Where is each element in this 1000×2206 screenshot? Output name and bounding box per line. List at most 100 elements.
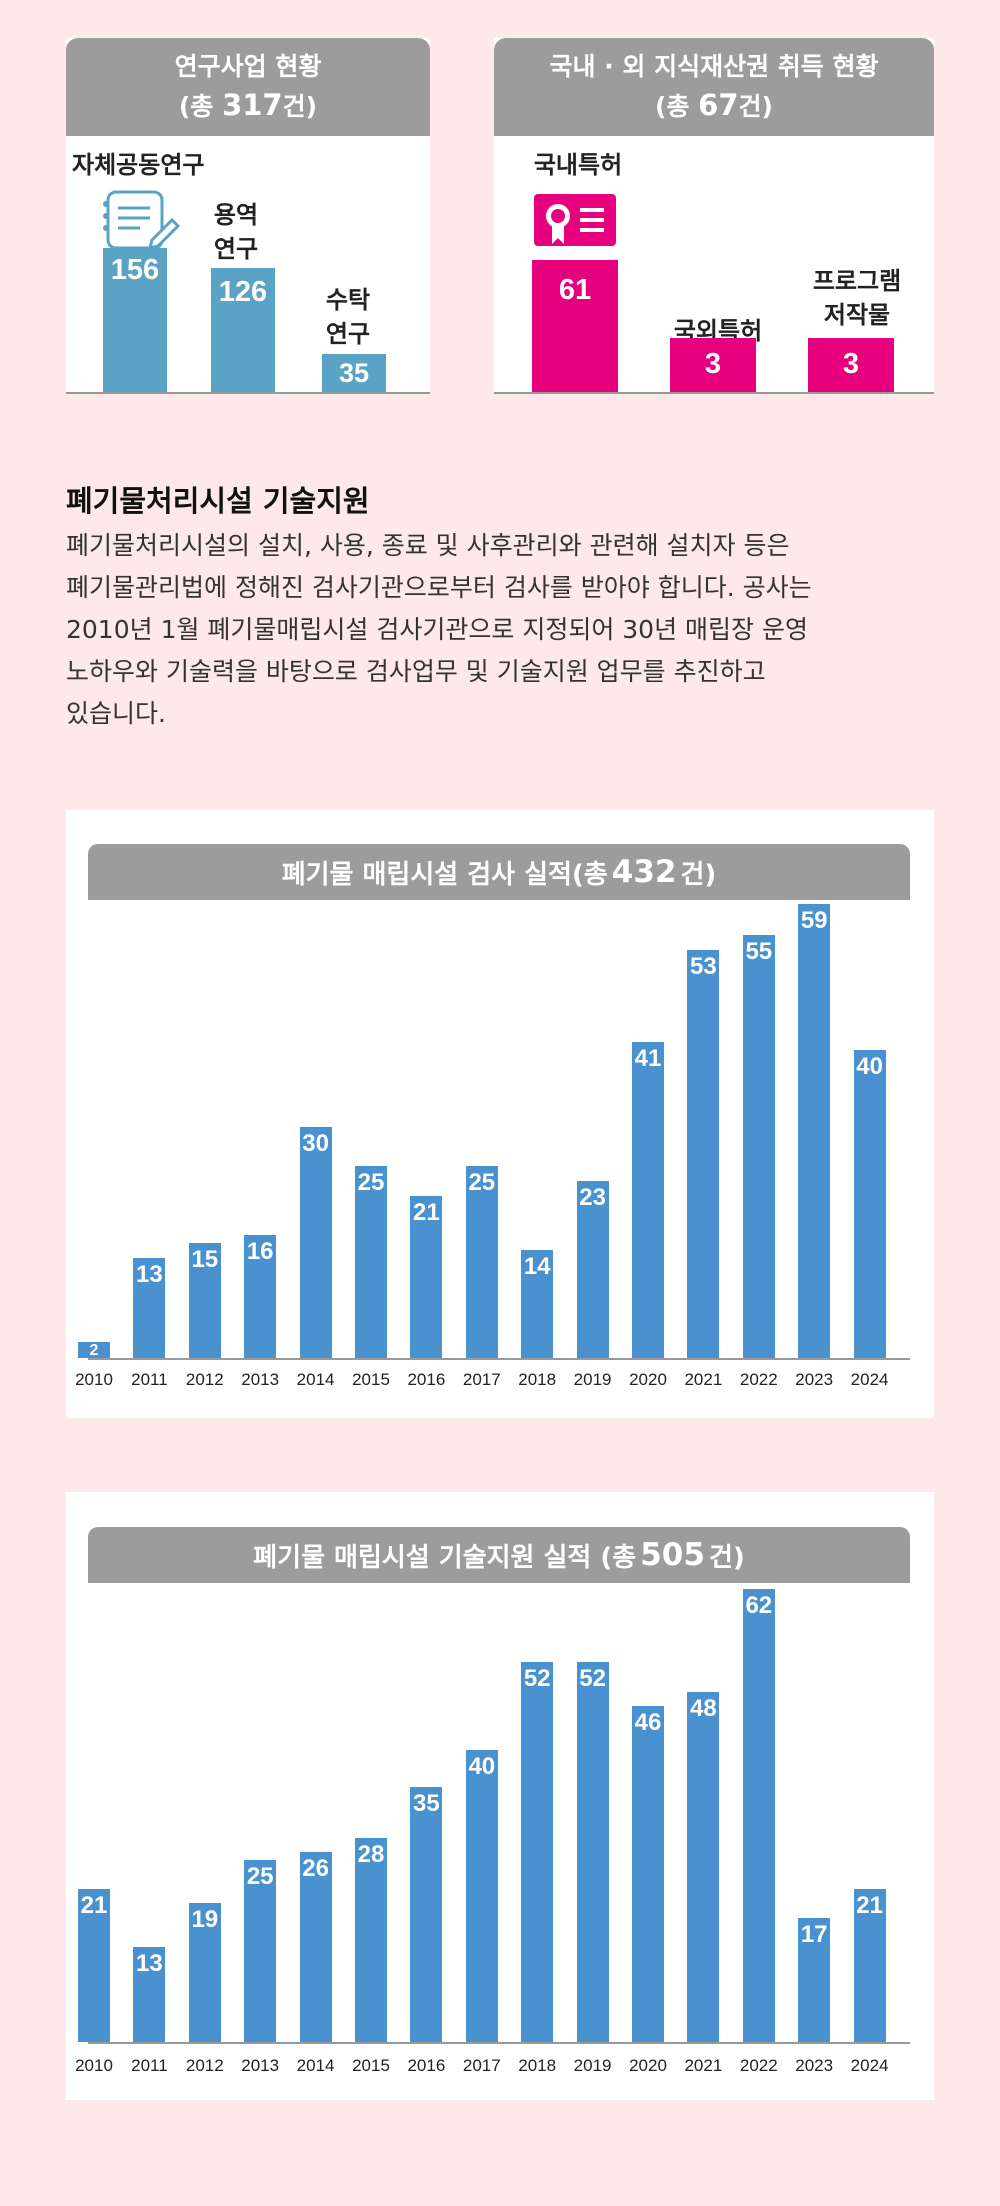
bar-2019: 23 bbox=[576, 1180, 609, 1358]
certificate-icon bbox=[532, 192, 618, 248]
ip-bar-0: 61 bbox=[532, 260, 618, 392]
bar-value-label: 13 bbox=[136, 1260, 163, 1288]
bar-2018: 52 bbox=[521, 1662, 554, 2042]
bar-2023: 59 bbox=[798, 903, 831, 1358]
bar-2013: 16 bbox=[244, 1234, 277, 1358]
bar-value-label: 40 bbox=[856, 1053, 883, 1080]
x-tick-label: 2014 bbox=[296, 2056, 335, 2075]
bar-2020: 41 bbox=[632, 1042, 664, 1358]
research-title: 연구사업 현황 bbox=[174, 52, 322, 81]
section-paragraph: 폐기물처리시설의 설치, 사용, 종료 및 사후관리와 관련해 설치자 등은 폐… bbox=[66, 531, 812, 728]
bar-value-label: 55 bbox=[745, 937, 773, 965]
bar-2010: 21 bbox=[78, 1888, 110, 2042]
ip-title: 국내 · 외 지식재산권 취득 현황 bbox=[549, 52, 879, 81]
x-tick-label: 2013 bbox=[241, 1370, 280, 1389]
ip-panel: 국내 · 외 지식재산권 취득 현황 (총 67건) 국내특허 국외특허 프로그… bbox=[494, 38, 934, 394]
x-tick-label: 2016 bbox=[407, 1370, 446, 1389]
research-label-2: 수탁 연구 bbox=[325, 286, 371, 348]
bar-2016: 35 bbox=[410, 1786, 443, 2042]
bar-2014: 30 bbox=[299, 1127, 332, 1358]
x-tick-label: 2015 bbox=[352, 1370, 390, 1389]
research-bar-2: 35 bbox=[322, 354, 386, 392]
bar-value-label: 53 bbox=[690, 952, 717, 980]
bar-value-label: 46 bbox=[634, 1709, 662, 1737]
x-axis-line bbox=[88, 2042, 910, 2044]
bar-value-label: 25 bbox=[468, 1168, 496, 1196]
bar-value-label: 19 bbox=[191, 1906, 219, 1934]
bar-2023: 17 bbox=[798, 1917, 831, 2042]
x-tick-label: 2017 bbox=[462, 1370, 501, 1389]
x-tick-label: 2021 bbox=[684, 1370, 723, 1389]
x-tick-label: 2019 bbox=[573, 2056, 612, 2075]
bar-value-label: 14 bbox=[523, 1253, 551, 1281]
x-tick-label: 2023 bbox=[795, 1370, 834, 1389]
research-total: (총 317건) bbox=[178, 88, 318, 122]
x-tick-label: 2015 bbox=[352, 2056, 390, 2075]
bar-value-label: 28 bbox=[357, 1840, 385, 1868]
bar-2019: 52 bbox=[576, 1662, 609, 2042]
ip-total: (총 67건) bbox=[655, 88, 773, 122]
x-tick-label: 2017 bbox=[462, 2056, 501, 2075]
x-tick-label: 2022 bbox=[739, 2056, 778, 2075]
bar-value-label: 21 bbox=[413, 1199, 440, 1227]
ip-label-2: 프로그램 저작물 bbox=[812, 267, 902, 329]
x-tick-label: 2024 bbox=[850, 2056, 889, 2075]
bar-value-label: 15 bbox=[191, 1245, 219, 1273]
bar-value-label: 30 bbox=[302, 1130, 329, 1157]
bar-2024: 40 bbox=[853, 1050, 886, 1358]
bar-value-label: 52 bbox=[579, 1665, 606, 1693]
x-tick-label: 2012 bbox=[185, 2056, 224, 2075]
x-tick-label: 2023 bbox=[795, 2056, 834, 2075]
research-panel-header: 연구사업 현황 (총 317건) bbox=[66, 38, 430, 136]
tech-support-chart: 폐기물 매립시설 기술지원 실적 (총 505 건) 21 2010 13 2011 1… bbox=[66, 1492, 934, 2100]
bar-value-label: 23 bbox=[579, 1183, 606, 1211]
bar-value-label: 41 bbox=[634, 1045, 662, 1073]
bar-value-label: 13 bbox=[136, 1950, 163, 1978]
bar-2021: 48 bbox=[687, 1691, 720, 2042]
x-tick-label: 2010 bbox=[75, 2056, 113, 2075]
ip-bar-1: 3 bbox=[670, 338, 756, 392]
research-label-0: 자체공동연구 bbox=[72, 151, 205, 179]
ip-panel-header: 국내 · 외 지식재산권 취득 현황 (총 67건) bbox=[494, 38, 934, 136]
section-title: 폐기물처리시설 기술지원 bbox=[66, 484, 370, 518]
bar-2012: 19 bbox=[188, 1903, 221, 2042]
inspection-chart-title: 폐기물 매립시설 검사 실적(총 432 건) bbox=[88, 844, 910, 900]
x-tick-label: 2016 bbox=[407, 2056, 446, 2075]
x-tick-label: 2018 bbox=[518, 1370, 557, 1389]
bar-2018: 14 bbox=[521, 1250, 554, 1358]
x-tick-label: 2019 bbox=[573, 1370, 612, 1389]
x-tick-label: 2013 bbox=[241, 2056, 280, 2075]
bar-2013: 25 bbox=[244, 1859, 277, 2042]
bar-value-label: 26 bbox=[302, 1855, 329, 1883]
bar-value-label: 40 bbox=[468, 1753, 496, 1780]
x-tick-label: 2018 bbox=[518, 2056, 557, 2075]
x-tick-label: 2010 bbox=[75, 1370, 113, 1389]
bar-2014: 26 bbox=[299, 1852, 332, 2042]
bar-2011: 13 bbox=[133, 1257, 166, 1358]
x-axis-line bbox=[88, 1358, 910, 1360]
bar-value-label: 25 bbox=[246, 1862, 274, 1890]
inspection-chart: 폐기물 매립시설 검사 실적(총 432 건) 2 2010 13 2011 15 201… bbox=[66, 810, 934, 1418]
ip-label-0: 국내특허 bbox=[533, 151, 623, 179]
bar-value-label: 21 bbox=[856, 1891, 883, 1919]
x-tick-label: 2020 bbox=[629, 1370, 667, 1389]
bar-2011: 13 bbox=[133, 1947, 166, 2042]
x-tick-label: 2024 bbox=[850, 1370, 889, 1389]
research-bar-1: 126 bbox=[211, 268, 275, 392]
bar-value-label: 25 bbox=[357, 1168, 385, 1196]
notepad-pen-icon bbox=[102, 188, 182, 252]
research-label-1: 용역 연구 bbox=[213, 201, 259, 263]
ip-bar-2: 3 bbox=[808, 338, 894, 392]
research-bar-0: 156 bbox=[103, 248, 167, 392]
bar-2017: 25 bbox=[465, 1165, 498, 1358]
x-tick-label: 2014 bbox=[296, 1370, 335, 1389]
bar-2022: 55 bbox=[742, 934, 775, 1358]
bar-2016: 21 bbox=[410, 1196, 443, 1358]
bar-value-label: 62 bbox=[745, 1592, 773, 1620]
bar-value-label: 16 bbox=[246, 1237, 274, 1265]
bar-2017: 40 bbox=[465, 1750, 498, 2042]
bar-value-label: 35 bbox=[413, 1789, 440, 1817]
bar-2020: 46 bbox=[632, 1706, 664, 2042]
bar-value-label: 2 bbox=[89, 1342, 99, 1359]
research-panel: 연구사업 현황 (총 317건) 자체공동연구 용역 연구 수탁 연구 156 … bbox=[66, 38, 430, 394]
